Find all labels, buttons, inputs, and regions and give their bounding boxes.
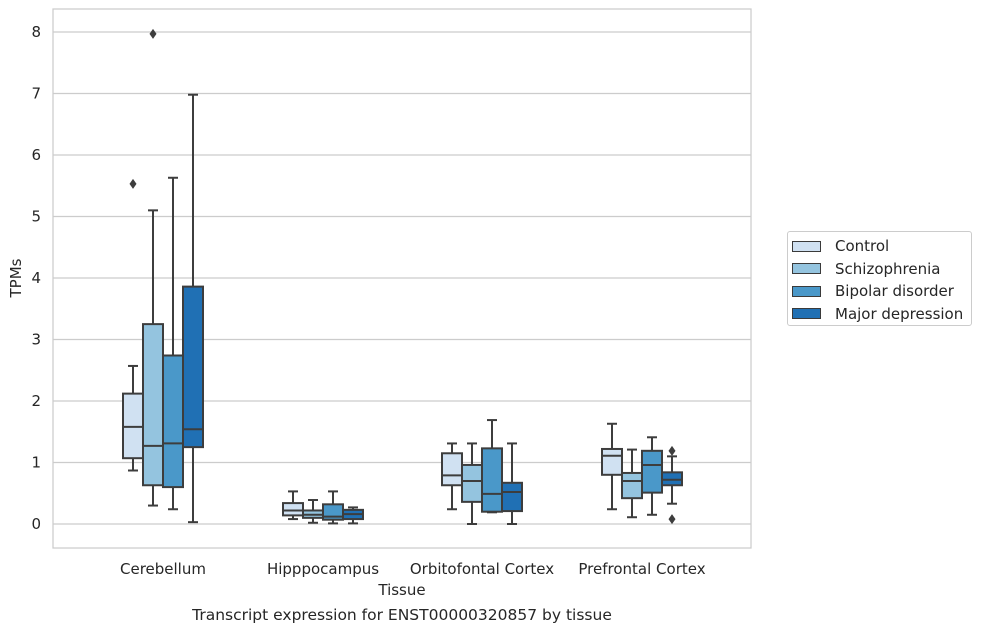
y-axis-title: TPMs (7, 258, 25, 298)
x-axis-title: Tissue (377, 581, 425, 599)
x-tick-label: Prefrontal Cortex (578, 560, 705, 578)
box-iqr (621, 471, 643, 500)
box (302, 499, 324, 524)
legend-label: Control (835, 237, 890, 255)
box (322, 490, 344, 525)
x-tick-label: Orbitofontal Cortex (410, 560, 554, 578)
box-iqr (142, 323, 164, 487)
legend-label: Schizophrenia (835, 259, 941, 278)
box (342, 506, 364, 525)
y-tick-label: 3 (31, 331, 41, 349)
legend-swatch (792, 285, 821, 297)
box-iqr (441, 452, 463, 487)
box-iqr (162, 354, 184, 489)
legend-swatch (792, 240, 821, 252)
box (601, 422, 623, 511)
x-tick-label: Hipppocampus (267, 560, 379, 578)
box-iqr (461, 463, 483, 503)
legend-label: Major depression (835, 304, 964, 323)
boxes (122, 28, 683, 525)
box-iqr (481, 447, 503, 513)
box (621, 448, 643, 519)
box (501, 442, 523, 525)
legend: Control Schizophrenia Bipolar disorder Majo… (787, 231, 972, 326)
y-tick-label: 7 (31, 85, 41, 103)
box (182, 93, 204, 524)
legend-swatch (792, 263, 821, 274)
box (661, 445, 683, 525)
box (481, 419, 503, 514)
box-iqr (601, 447, 623, 476)
legend-item: Control (792, 236, 889, 256)
y-tick-label: 0 (31, 515, 41, 533)
box (142, 28, 164, 507)
box-iqr (282, 502, 304, 517)
y-tick-label: 8 (31, 23, 41, 41)
y-tick-labels: 0 1 2 3 4 5 6 7 8 (31, 23, 41, 533)
box-iqr (501, 481, 523, 513)
legend-item: Schizophrenia (792, 259, 940, 279)
box (282, 490, 304, 521)
outlier-point (129, 178, 137, 189)
box (122, 178, 144, 472)
legend-item: Major depression (792, 304, 963, 324)
outlier-point (149, 28, 157, 39)
x-tick-label: Cerebellum (120, 560, 206, 578)
y-tick-label: 5 (31, 208, 41, 226)
box-iqr (641, 449, 663, 494)
legend-item: Bipolar disorder (792, 281, 954, 301)
x-tick-labels: Cerebellum Hipppocampus Orbitofontal Corte… (120, 560, 706, 578)
y-tick-label: 6 (31, 146, 41, 164)
legend-label: Bipolar disorder (835, 282, 954, 300)
y-tick-label: 4 (31, 269, 41, 287)
outlier-point (668, 445, 676, 456)
legend-swatch (792, 308, 821, 319)
outlier-point (668, 514, 676, 525)
y-tick-label: 1 (31, 454, 41, 472)
chart-caption: Transcript expression for ENST0000032085… (192, 606, 612, 624)
box-iqr (182, 285, 204, 449)
y-tick-label: 2 (31, 392, 41, 410)
box (461, 442, 483, 525)
